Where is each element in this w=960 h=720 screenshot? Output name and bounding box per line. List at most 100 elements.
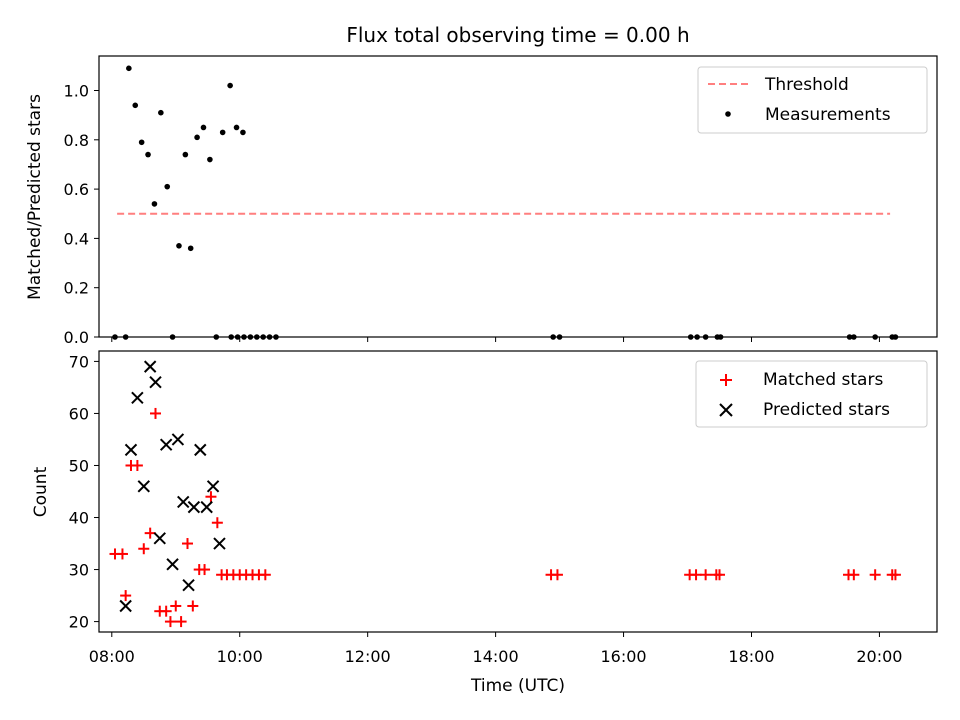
bottom-panel: 20 30 40 50 60 70 08:00 10:00 12:00 14:00 16:00 18… [31, 350, 938, 696]
cross-stroke [182, 578, 195, 592]
measurement-point [200, 124, 207, 131]
predicted-legend-label: Predicted stars [763, 400, 890, 420]
top-y-tick-label: 1.0 [64, 82, 89, 101]
predicted-star-point [149, 376, 162, 389]
matched-star-point [259, 569, 271, 581]
x-tick-label: 16:00 [600, 647, 646, 666]
cross-stroke [194, 443, 207, 457]
top-y-tick-label: 0.0 [64, 328, 89, 347]
top-plot-frame [98, 55, 938, 338]
bottom-y-tick-label: 50 [69, 456, 89, 475]
bottom-x-axis-title: Time (UTC) [470, 676, 565, 696]
matched-star-point [150, 407, 162, 419]
bottom-y-tick-label: 30 [69, 561, 89, 580]
measurement-point [233, 124, 240, 131]
matched-star-point [551, 569, 563, 581]
x-tick-label: 12:00 [345, 647, 391, 666]
measurement-point [219, 129, 226, 136]
matched-star-point [131, 459, 143, 471]
predicted-star-point [200, 500, 213, 514]
cross-stroke [137, 480, 150, 493]
predicted-star-point [182, 578, 195, 592]
predicted-star-point [206, 480, 220, 493]
bottom-x-axis: 08:00 10:00 12:00 14:00 16:00 18:00 20:00 [89, 632, 902, 666]
matched-legend-swatch [720, 374, 732, 386]
x-tick-label: 18:00 [728, 647, 774, 666]
measurement-point [145, 151, 151, 158]
matched-star-point [160, 605, 172, 617]
measurement-point [227, 82, 233, 89]
matched-star-point [205, 491, 217, 503]
bottom-y-axis: 20 30 40 50 60 70 [69, 352, 99, 632]
matched-star-point [170, 600, 182, 612]
matched-star-point [181, 538, 193, 550]
bottom-y-tick-label: 40 [69, 509, 89, 528]
measurement-point [194, 134, 200, 141]
cross-stroke [124, 443, 138, 457]
measurement-point [158, 109, 164, 116]
predicted-star-point [177, 495, 190, 509]
matched-star-point [138, 543, 150, 555]
bottom-plot-marks [109, 360, 901, 628]
cross-stroke [166, 558, 179, 571]
cross-stroke [119, 599, 132, 613]
bottom-y-tick-label: 60 [69, 404, 89, 423]
bottom-plot-frame [98, 350, 938, 633]
top-legend-box [697, 66, 928, 134]
bottom-y-tick-label: 20 [69, 613, 89, 632]
measurement-point [176, 242, 182, 249]
measurement-point [151, 201, 158, 207]
predicted-star-point [194, 443, 207, 457]
matched-star-point [116, 548, 128, 560]
threshold-legend-label: Threshold [764, 75, 849, 95]
matched-star-point [714, 569, 726, 581]
top-y-tick-label: 0.4 [64, 229, 89, 248]
measurement-point [187, 245, 194, 252]
cross-stroke [171, 433, 185, 446]
matched-star-point [199, 564, 211, 576]
matched-star-point [175, 616, 187, 628]
cross-stroke [159, 438, 173, 451]
bottom-y-axis-title: Count [31, 466, 51, 517]
matched-star-point [889, 569, 901, 581]
matched-star-point [869, 569, 881, 581]
cross-stroke [213, 537, 226, 550]
measurement-point [240, 129, 246, 136]
predicted-star-point [124, 443, 138, 457]
matched-star-point [120, 590, 132, 602]
top-y-tick-label: 0.8 [64, 131, 89, 150]
predicted-star-point [159, 438, 173, 451]
predicted-star-point [171, 433, 185, 446]
predicted-star-point [137, 480, 150, 493]
predicted-star-point [143, 360, 157, 373]
top-x-axis [111, 337, 880, 342]
cross-stroke [143, 360, 157, 373]
predicted-star-point [213, 537, 226, 550]
chart-title: Flux total observing time = 0.00 h [346, 23, 689, 47]
measurement-point [126, 65, 132, 72]
measurements-legend-swatch [725, 111, 731, 117]
matched-star-point [144, 527, 156, 539]
predicted-legend-swatch [719, 403, 733, 417]
measurement-point [138, 139, 145, 146]
measurements-legend-label: Measurements [765, 105, 891, 125]
predicted-star-point [166, 558, 179, 571]
cross-stroke [200, 500, 213, 514]
measurement-point [182, 151, 189, 158]
matched-star-point [211, 517, 223, 529]
measurement-point [164, 183, 171, 190]
matched-star-point [187, 600, 199, 612]
top-y-tick-label: 0.2 [64, 279, 89, 298]
bottom-legend: Matched stars Predicted stars [695, 360, 928, 428]
matched-star-point [700, 569, 712, 581]
predicted-star-point [119, 599, 132, 613]
measurement-point [132, 102, 139, 109]
cross-stroke [131, 391, 144, 405]
cross-stroke [187, 500, 201, 514]
top-y-tick-label: 0.6 [64, 180, 89, 199]
top-y-axis-title: Matched/Predicted stars [25, 94, 45, 300]
cross-stroke [149, 376, 162, 389]
cross-stroke [177, 495, 190, 509]
matched-star-point [164, 616, 176, 628]
measurement-point [207, 156, 213, 163]
